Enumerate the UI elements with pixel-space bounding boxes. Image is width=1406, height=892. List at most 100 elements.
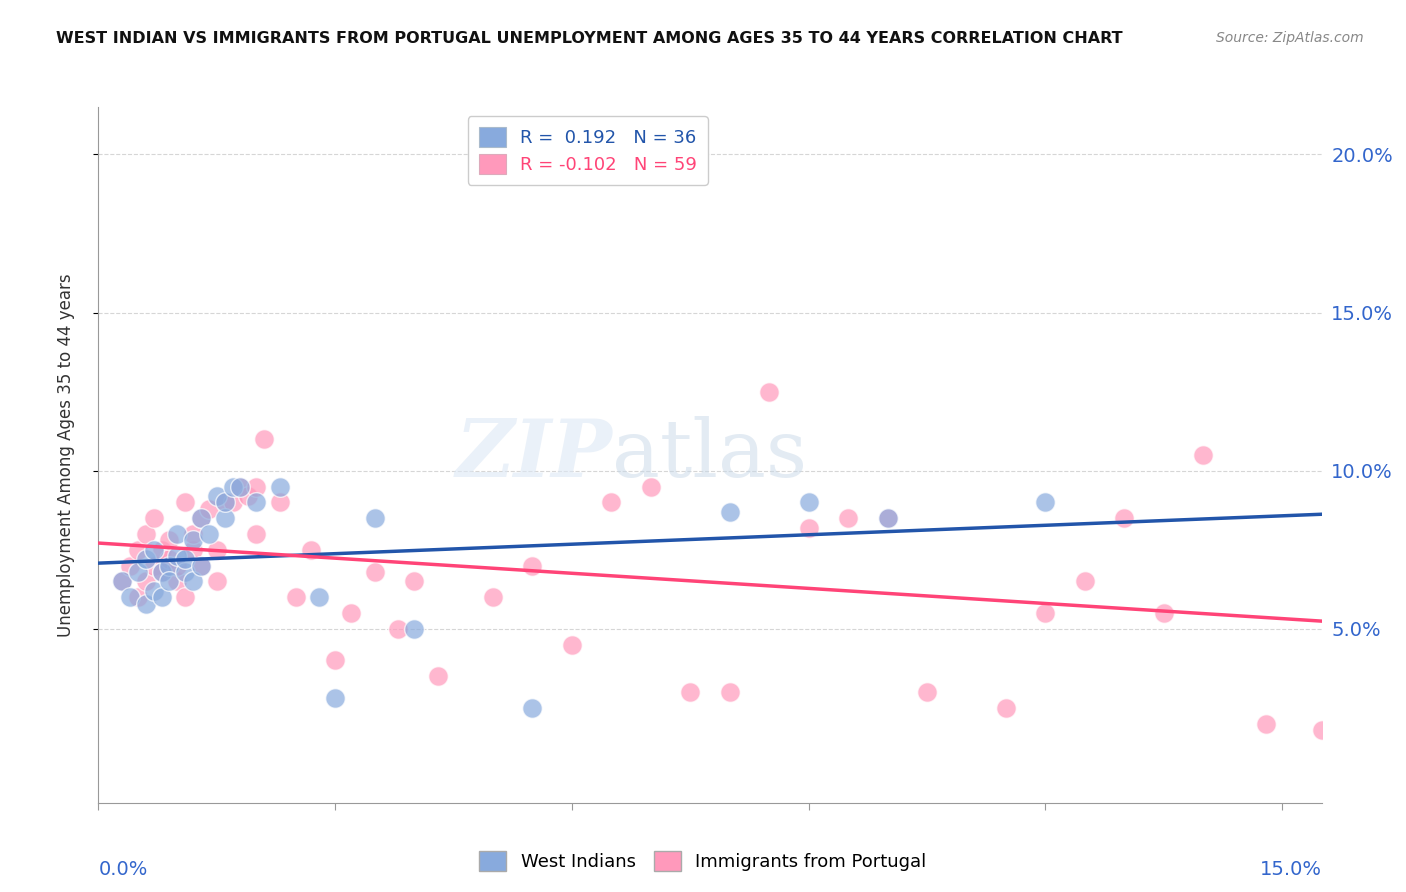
Point	[118, 591, 141, 605]
Point	[1035, 606, 1057, 620]
Point	[181, 574, 204, 589]
Point	[245, 527, 267, 541]
Point	[1074, 574, 1097, 589]
Point	[142, 558, 165, 573]
Point	[174, 495, 197, 509]
Point	[600, 495, 623, 509]
Point	[214, 495, 236, 509]
Point	[174, 552, 197, 566]
Point	[159, 552, 181, 566]
Point	[198, 501, 221, 516]
Point	[797, 495, 820, 509]
Point	[876, 511, 898, 525]
Point	[198, 527, 221, 541]
Text: atlas: atlas	[612, 416, 807, 494]
Point	[205, 489, 228, 503]
Point	[127, 565, 149, 579]
Point	[363, 565, 385, 579]
Point	[245, 495, 267, 509]
Point	[159, 558, 181, 573]
Point	[159, 574, 181, 589]
Point	[718, 505, 741, 519]
Point	[190, 511, 212, 525]
Point	[205, 542, 228, 557]
Point	[340, 606, 363, 620]
Point	[181, 542, 204, 557]
Text: 0.0%: 0.0%	[98, 860, 148, 879]
Point	[166, 527, 188, 541]
Y-axis label: Unemployment Among Ages 35 to 44 years: Unemployment Among Ages 35 to 44 years	[56, 273, 75, 637]
Point	[238, 489, 260, 503]
Point	[190, 511, 212, 525]
Point	[111, 574, 134, 589]
Point	[1035, 495, 1057, 509]
Point	[127, 591, 149, 605]
Point	[426, 669, 449, 683]
Point	[150, 591, 173, 605]
Point	[229, 479, 252, 493]
Text: ZIP: ZIP	[456, 417, 612, 493]
Point	[142, 511, 165, 525]
Point	[135, 527, 157, 541]
Point	[718, 685, 741, 699]
Point	[679, 685, 702, 699]
Point	[214, 511, 236, 525]
Text: Source: ZipAtlas.com: Source: ZipAtlas.com	[1216, 31, 1364, 45]
Point	[174, 565, 197, 579]
Point	[253, 432, 276, 446]
Point	[797, 521, 820, 535]
Point	[142, 583, 165, 598]
Point	[166, 574, 188, 589]
Point	[166, 549, 188, 563]
Point	[482, 591, 505, 605]
Point	[127, 542, 149, 557]
Legend: West Indians, Immigrants from Portugal: West Indians, Immigrants from Portugal	[472, 844, 934, 879]
Point	[1192, 448, 1215, 462]
Point	[837, 511, 859, 525]
Point	[758, 384, 780, 399]
Point	[522, 558, 544, 573]
Point	[363, 511, 385, 525]
Text: 15.0%: 15.0%	[1260, 860, 1322, 879]
Point	[522, 701, 544, 715]
Point	[915, 685, 938, 699]
Point	[404, 574, 426, 589]
Point	[1153, 606, 1175, 620]
Text: WEST INDIAN VS IMMIGRANTS FROM PORTUGAL UNEMPLOYMENT AMONG AGES 35 TO 44 YEARS C: WEST INDIAN VS IMMIGRANTS FROM PORTUGAL …	[56, 31, 1123, 46]
Point	[118, 558, 141, 573]
Point	[159, 533, 181, 548]
Point	[111, 574, 134, 589]
Point	[221, 495, 243, 509]
Point	[284, 591, 307, 605]
Point	[994, 701, 1017, 715]
Point	[269, 495, 291, 509]
Point	[150, 542, 173, 557]
Point	[135, 552, 157, 566]
Point	[323, 653, 346, 667]
Point	[135, 597, 157, 611]
Point	[205, 574, 228, 589]
Point	[245, 479, 267, 493]
Point	[1114, 511, 1136, 525]
Point	[221, 479, 243, 493]
Point	[269, 479, 291, 493]
Legend: R =  0.192   N = 36, R = -0.102   N = 59: R = 0.192 N = 36, R = -0.102 N = 59	[468, 116, 707, 185]
Point	[214, 495, 236, 509]
Point	[190, 558, 212, 573]
Point	[1310, 723, 1333, 737]
Point	[150, 565, 173, 579]
Point	[640, 479, 662, 493]
Point	[135, 574, 157, 589]
Point	[142, 542, 165, 557]
Point	[561, 638, 583, 652]
Point	[1256, 716, 1278, 731]
Point	[181, 527, 204, 541]
Point	[404, 622, 426, 636]
Point	[174, 591, 197, 605]
Point	[190, 558, 212, 573]
Point	[876, 511, 898, 525]
Point	[166, 558, 188, 573]
Point	[308, 591, 330, 605]
Point	[387, 622, 409, 636]
Point	[301, 542, 323, 557]
